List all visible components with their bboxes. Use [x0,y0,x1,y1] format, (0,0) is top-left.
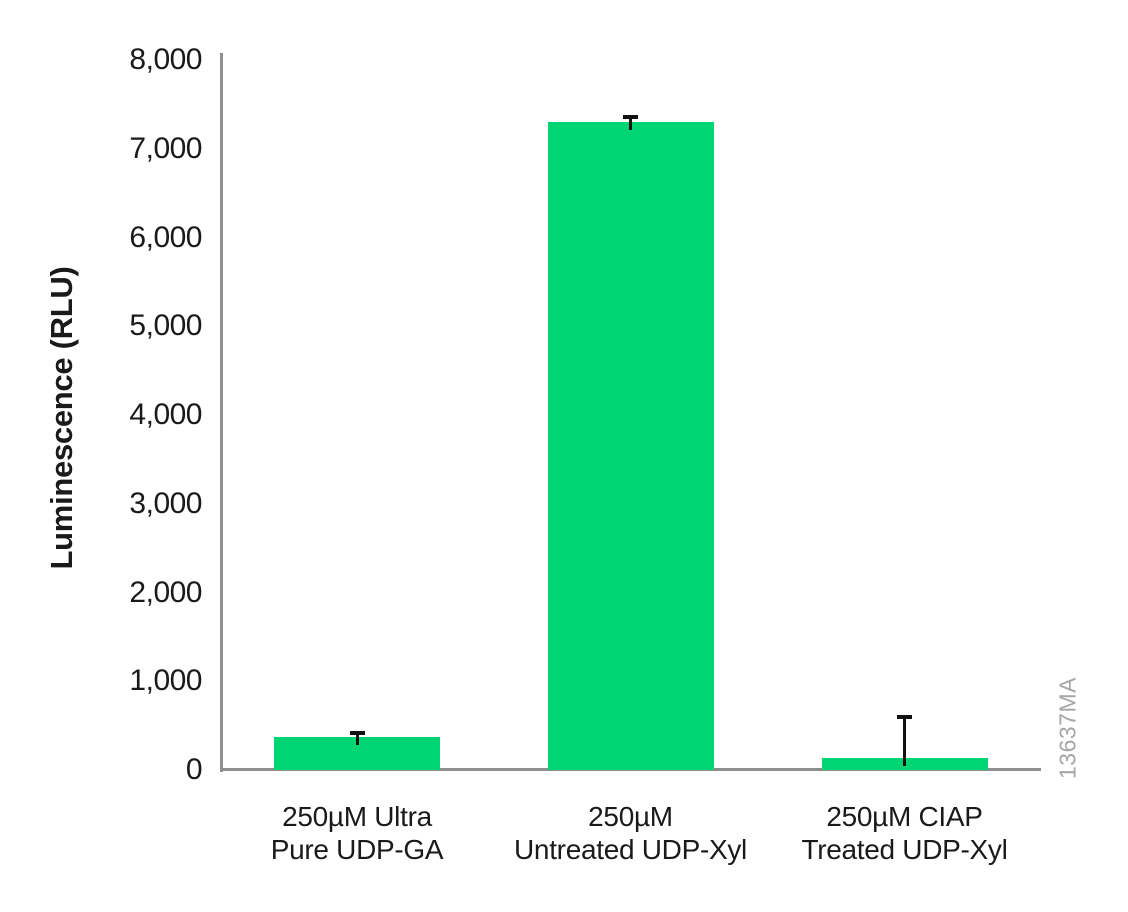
bar [547,122,714,770]
x-axis-label-line: Untreated UDP-Xyl [514,834,747,865]
y-axis-line [220,53,223,772]
x-axis-category-label: 250µM Ultra Pure UDP-GA [220,800,494,866]
x-axis-label-line: 250µM [588,801,673,832]
y-axis-tick-label: 3,000 [129,486,202,520]
x-axis-label-line: Treated UDP-Xyl [801,834,1008,865]
y-axis-tick-label: 2,000 [129,575,202,609]
y-axis-tick-label: 7,000 [129,131,202,165]
error-bar-cap [897,714,912,719]
error-bar-cap [349,730,365,735]
error-bar-stem [629,116,632,131]
y-axis-tick-label: 1,000 [129,664,202,698]
x-axis-label-line: 250µM CIAP [826,801,983,832]
error-bar-cap [623,114,638,119]
y-axis-tick-label: 4,000 [129,398,202,431]
y-axis-tick-label: 6,000 [129,220,202,254]
watermark-text: 13637MA [1054,677,1081,779]
x-axis-label-line: 250µM Ultra [282,801,432,832]
error-bar-stem [903,716,906,767]
y-axis-tick-label: 5,000 [129,309,202,343]
error-bar-stem [355,732,359,746]
x-axis-label-line: Pure UDP-GA [270,834,444,865]
y-axis-tick-label: 0 [185,753,203,786]
x-axis-category-label: 250µM CIAP Treated UDP-Xyl [768,800,1042,866]
x-axis-category-label: 250µM Untreated UDP-Xyl [494,800,768,866]
y-axis-tick-label: 8,000 [129,43,202,76]
